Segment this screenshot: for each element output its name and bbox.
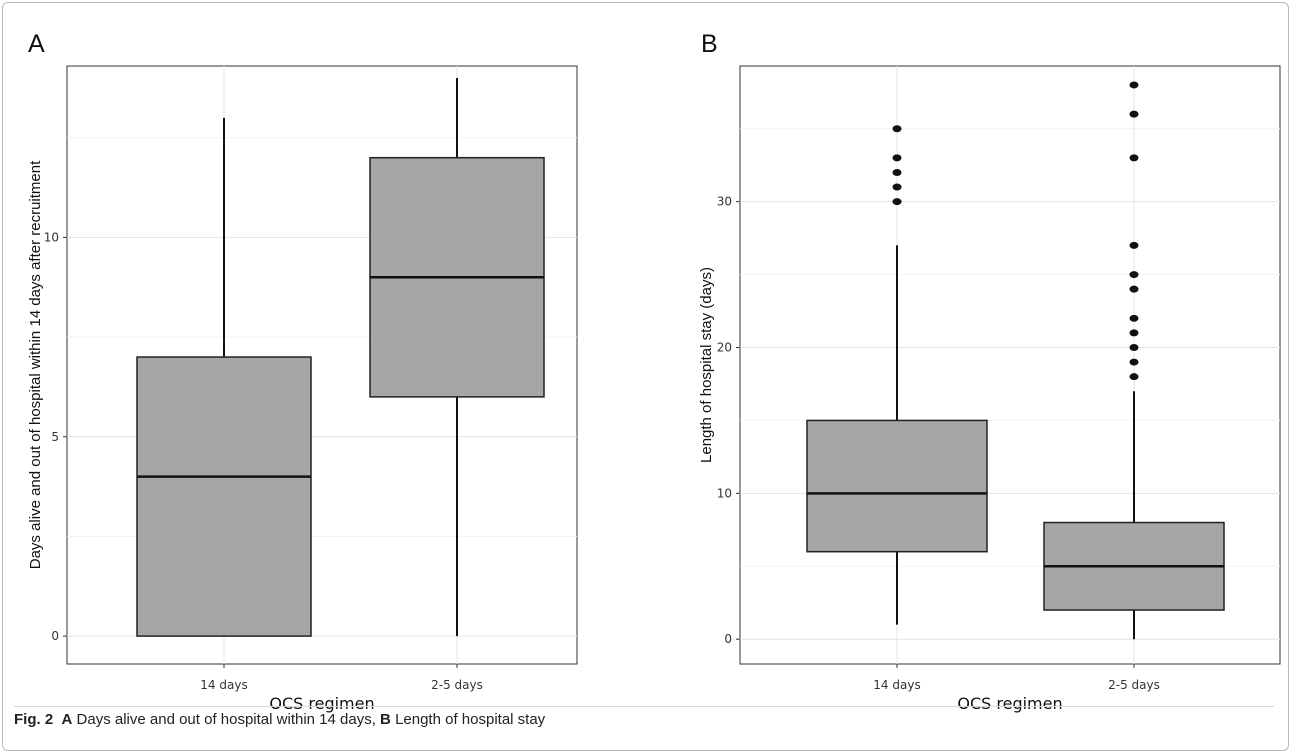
outlier-point [1129,285,1139,293]
outlier-point [1129,241,1139,249]
outlier-point [892,168,902,176]
panel-b-x-tick-label: 2-5 days [1108,678,1160,692]
outlier-point [1129,81,1139,89]
panel-a-y-axis-label: Days alive and out of hospital within 14… [27,160,44,569]
outlier-point [1129,110,1139,118]
panel-letter-b: B [701,30,718,58]
panel-a-plot: 0 5 10 14 days 2-5 days OCS regimen Days alive… [27,65,578,713]
panel-b-box-2 [1043,81,1225,640]
panel-b-y-tick-label: 30 [717,195,732,209]
panel-b-y-tick-label: 10 [717,486,732,500]
iqr-box [136,356,312,637]
panel-a-x-axis-label: OCS regimen [269,694,374,713]
panel-b-y-tick-label: 0 [724,632,732,646]
panel-letter-a: A [28,30,45,58]
panel-b-y-tick-label: 20 [717,340,732,354]
iqr-box [806,419,988,553]
panel-a-x-tick-label: 14 days [200,678,247,692]
panel-a-x-tick-label: 2-5 days [431,678,483,692]
panel-a-y-tick-label: 5 [51,430,59,444]
caption-letter-a: A [61,711,73,728]
panel-a-box-2 [369,77,545,637]
caption-letter-b: B [380,711,391,728]
outlier-point [1129,358,1139,366]
outlier-point [892,154,902,162]
outlier-point [892,183,902,191]
outlier-point [1129,314,1139,322]
panel-b-x-axis-label: OCS regimen [957,694,1062,713]
outlier-point [1129,343,1139,351]
outlier-point [1129,373,1139,381]
outlier-point [1129,329,1139,337]
panel-a-box-1 [136,117,312,637]
outlier-point [892,125,902,133]
panel-b-x-tick-label: 14 days [873,678,920,692]
panel-a-y-tick-label: 10 [44,230,59,244]
caption-text-a: Days alive and out of hospital within 14… [76,711,376,728]
panel-b-plot: 0 10 20 30 14 days 2-5 days OCS regimen Length … [698,65,1281,713]
outlier-point [1129,154,1139,162]
outlier-point [892,198,902,206]
outlier-point [1129,271,1139,279]
caption-fig-label: Fig. 2 [14,711,54,728]
caption-text-b: Length of hospital stay [395,711,546,728]
panel-b-box-1 [806,125,988,625]
panel-a-y-tick-label: 0 [51,629,59,643]
figure-caption: Fig. 2 A Days alive and out of hospital … [14,706,1274,733]
panel-b-y-axis-label: Length of hospital stay (days) [698,267,715,463]
